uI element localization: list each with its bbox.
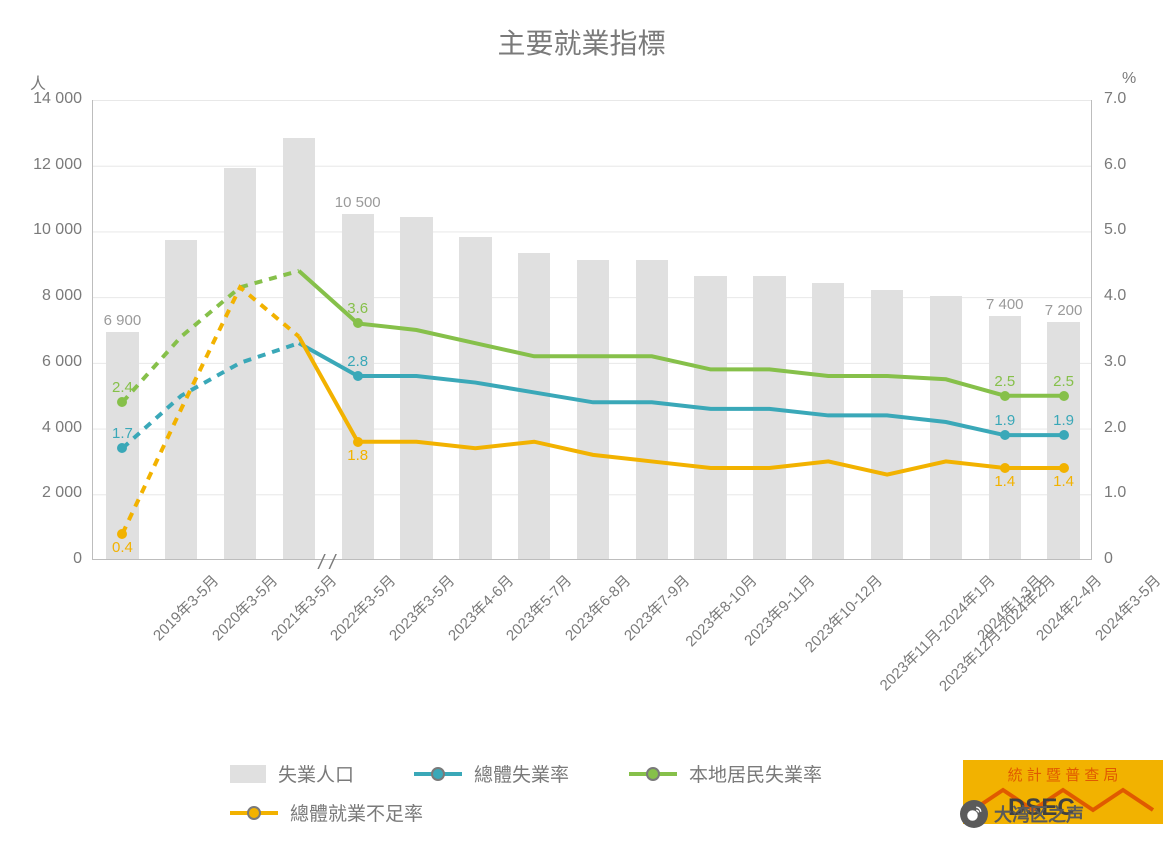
y-left-tick: 14 000 [22, 90, 82, 108]
y-right-tick: 3.0 [1104, 353, 1126, 371]
watermark-text: 大湾区之声 [994, 801, 1084, 827]
logo-top-text: 統 計 暨 普 查 局 [1008, 767, 1119, 784]
y-left-tick: 0 [22, 550, 82, 568]
legend-swatch-bar [230, 765, 266, 783]
weibo-icon [960, 800, 988, 828]
line-value-label: 1.4 [994, 473, 1015, 490]
legend-swatch-line [629, 772, 677, 776]
legend-item: 失業人口 [230, 760, 354, 787]
y-right-tick: 1.0 [1104, 484, 1126, 502]
line-marker [1000, 463, 1010, 473]
legend-item: 總體就業不足率 [230, 799, 423, 826]
line-總體就業不足率 [93, 100, 1093, 560]
line-marker [117, 529, 127, 539]
legend-label: 總體就業不足率 [290, 799, 423, 826]
plot-area: 6 90010 5007 4007 2002.43.62.52.51.72.81… [92, 100, 1092, 560]
y-right-tick: 2.0 [1104, 419, 1126, 437]
legend-label: 本地居民失業率 [689, 760, 822, 787]
y-right-tick: 6.0 [1104, 156, 1126, 174]
legend-label: 失業人口 [278, 760, 354, 787]
axis-break-mark: / / [318, 552, 335, 575]
legend-swatch-line [230, 811, 278, 815]
legend: 失業人口 總體失業率 本地居民失業率總體就業不足率 [230, 760, 870, 826]
legend-item: 總體失業率 [414, 760, 569, 787]
legend-item: 本地居民失業率 [629, 760, 822, 787]
y-left-tick: 12 000 [22, 156, 82, 174]
line-value-label: 1.8 [347, 447, 368, 464]
watermark: 大湾区之声 [960, 800, 1084, 828]
chart-title: 主要就業指標 [0, 22, 1163, 62]
y-left-tick: 2 000 [22, 484, 82, 502]
line-value-label: 1.4 [1053, 473, 1074, 490]
y-left-tick: 10 000 [22, 221, 82, 239]
line-value-label: 0.4 [112, 539, 133, 556]
y-left-tick: 8 000 [22, 287, 82, 305]
legend-swatch-line [414, 772, 462, 776]
y-right-tick: 5.0 [1104, 221, 1126, 239]
y-left-tick: 4 000 [22, 419, 82, 437]
y-right-tick: 7.0 [1104, 90, 1126, 108]
y-left-tick: 6 000 [22, 353, 82, 371]
line-marker [353, 437, 363, 447]
y-right-tick: 0 [1104, 550, 1113, 568]
line-marker [1059, 463, 1069, 473]
y-right-label: % [1122, 70, 1136, 88]
chart-root: 主要就業指標 人 % 6 90010 5007 4007 2002.43.62.… [0, 0, 1163, 852]
legend-label: 總體失業率 [474, 760, 569, 787]
y-right-tick: 4.0 [1104, 287, 1126, 305]
